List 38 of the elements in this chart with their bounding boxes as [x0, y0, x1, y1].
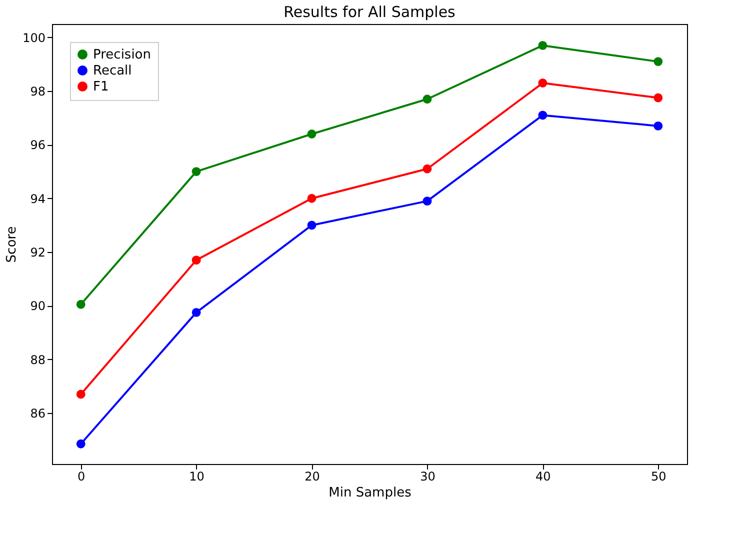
point: [538, 78, 548, 88]
point: [422, 164, 432, 174]
y-tick-label: 88: [30, 352, 46, 367]
y-tick-label: 96: [30, 138, 46, 152]
point: [192, 167, 201, 176]
point: [654, 57, 663, 66]
point: [307, 130, 316, 138]
point: [654, 93, 663, 102]
chart-title: Results for All Samples: [284, 3, 456, 21]
x-tick-label: 50: [650, 470, 666, 484]
y-tick-label: 100: [22, 30, 46, 45]
x-axis-title: Min Samples: [328, 486, 412, 500]
x-tick-label: 40: [536, 470, 551, 484]
point: [192, 256, 201, 265]
point: [76, 439, 86, 448]
point: [76, 300, 86, 309]
point: [307, 194, 316, 203]
y-tick-label: 98: [30, 84, 46, 99]
x-tick-label: 20: [304, 470, 320, 484]
legend-label: Recall: [93, 64, 132, 78]
point: [422, 196, 432, 206]
point: [307, 220, 316, 230]
point: [192, 308, 201, 317]
legend-label: F1: [93, 80, 109, 94]
legend-label: Precision: [93, 48, 152, 62]
point: [538, 41, 548, 50]
x-tick-label: 10: [189, 470, 204, 484]
point: [538, 110, 548, 120]
y-tick-label: 94: [30, 192, 46, 206]
x-tick-label: 0: [78, 470, 86, 484]
point: [422, 94, 432, 104]
point: [654, 121, 663, 130]
point: [76, 390, 86, 399]
y-tick-label: 86: [30, 406, 46, 421]
y-tick-label: 90: [30, 299, 46, 314]
x-tick-label: 30: [420, 470, 436, 484]
y-axis-title: Score: [4, 226, 20, 263]
y-tick-label: 92: [30, 246, 46, 260]
